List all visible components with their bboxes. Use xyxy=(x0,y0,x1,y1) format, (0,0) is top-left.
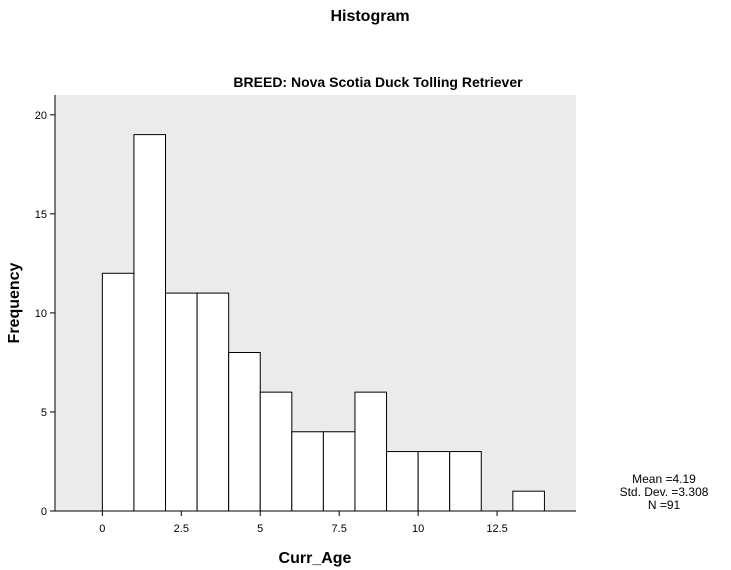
stats-std-dev: Std. Dev. =3.308 xyxy=(620,485,709,499)
x-tick-label-5: 12.5 xyxy=(486,523,507,535)
histogram-bar-8 xyxy=(354,391,388,512)
histogram-bar-7 xyxy=(322,431,356,512)
x-tick-label-2: 5 xyxy=(257,523,263,535)
histogram-bar-9 xyxy=(386,451,419,512)
chart-title: Histogram xyxy=(330,8,409,25)
x-tick-label-1: 2.5 xyxy=(174,523,189,535)
y-tick-label-0: 0 xyxy=(41,506,47,518)
histogram-bar-3 xyxy=(196,292,230,512)
histogram-bar-6 xyxy=(291,431,324,512)
axes-group: 0 5 10 15 20 0 2.5 5 7.5 10 12.5 xyxy=(35,95,576,535)
x-tick-label-4: 10 xyxy=(412,523,424,535)
histogram-bar-13 xyxy=(512,490,545,512)
y-tick-label-1: 5 xyxy=(41,407,47,419)
stats-mean: Mean =4.19 xyxy=(632,472,696,486)
y-tick-label-3: 15 xyxy=(35,209,47,221)
histogram-bar-0 xyxy=(101,272,135,512)
histogram-bar-5 xyxy=(259,391,293,512)
y-tick-label-2: 10 xyxy=(35,308,47,320)
histogram-bar-4 xyxy=(228,352,261,512)
y-axis-label: Frequency xyxy=(6,262,23,343)
x-tick-label-3: 7.5 xyxy=(332,523,347,535)
x-axis-label: Curr_Age xyxy=(279,550,352,567)
histogram-bar-1 xyxy=(133,134,167,512)
y-tick-label-4: 20 xyxy=(35,110,47,122)
bars-group xyxy=(101,134,545,512)
x-tick-label-0: 0 xyxy=(99,523,105,535)
histogram-bar-10 xyxy=(417,451,451,512)
stats-n: N =91 xyxy=(648,498,681,512)
chart-subtitle: BREED: Nova Scotia Duck Tolling Retrieve… xyxy=(233,74,523,90)
histogram-bar-2 xyxy=(165,292,198,512)
histogram-bar-11 xyxy=(449,451,482,512)
